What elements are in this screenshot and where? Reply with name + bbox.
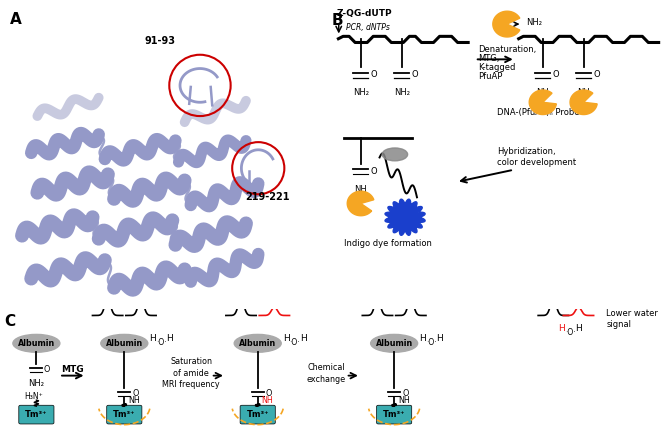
Text: Z-QG-dUTP: Z-QG-dUTP (337, 10, 393, 18)
Polygon shape (385, 199, 425, 235)
Text: 219-221: 219-221 (245, 192, 289, 202)
Text: Tm³⁺: Tm³⁺ (246, 410, 269, 419)
Polygon shape (7, 131, 53, 269)
Text: Albumin: Albumin (376, 339, 413, 348)
Text: NH: NH (261, 396, 273, 405)
Polygon shape (570, 90, 597, 114)
Text: NH: NH (536, 88, 549, 98)
Text: DNA-(PfuAP)ₙ Probe: DNA-(PfuAP)ₙ Probe (497, 108, 580, 117)
Text: NH: NH (398, 396, 410, 405)
Text: Albumin: Albumin (105, 339, 143, 348)
Polygon shape (493, 11, 520, 37)
Text: Tm³⁺: Tm³⁺ (113, 410, 135, 419)
Text: A: A (10, 12, 21, 27)
Text: H: H (436, 334, 443, 343)
Text: color development: color development (497, 158, 576, 167)
Text: H: H (575, 324, 582, 333)
Text: NH₂: NH₂ (526, 18, 542, 27)
Ellipse shape (371, 334, 418, 352)
Text: H: H (166, 334, 173, 343)
Text: MTG,: MTG, (478, 54, 500, 63)
Polygon shape (529, 90, 556, 114)
Text: Albumin: Albumin (239, 339, 276, 348)
Ellipse shape (382, 148, 408, 161)
Text: ·O·: ·O· (156, 338, 167, 347)
Text: 91-93: 91-93 (145, 36, 175, 46)
Text: O: O (370, 167, 377, 176)
Ellipse shape (234, 334, 281, 352)
Text: NH: NH (577, 88, 590, 98)
FancyBboxPatch shape (107, 405, 142, 424)
Text: NH₂: NH₂ (29, 379, 45, 389)
Text: ·O·: ·O· (565, 328, 576, 337)
Text: K-tagged: K-tagged (478, 63, 516, 72)
Text: O: O (402, 389, 408, 399)
Text: Saturation
of amide
MRI frequency: Saturation of amide MRI frequency (162, 357, 220, 389)
Text: Tm³⁺: Tm³⁺ (25, 410, 47, 419)
Text: H: H (299, 334, 307, 343)
Text: MTG: MTG (61, 364, 84, 374)
Text: O: O (593, 71, 600, 79)
Text: Albumin: Albumin (18, 339, 55, 348)
Text: NH₂: NH₂ (394, 88, 410, 98)
Text: PfuAP: PfuAP (478, 72, 502, 81)
Text: H: H (558, 324, 565, 333)
Text: Lower water
signal: Lower water signal (606, 309, 658, 329)
Polygon shape (348, 191, 374, 215)
Ellipse shape (13, 334, 60, 352)
Text: ·O·: ·O· (289, 338, 300, 347)
Text: Chemical
exchange: Chemical exchange (306, 363, 346, 384)
Text: ·O·: ·O· (426, 338, 436, 347)
Text: H: H (283, 334, 289, 343)
Text: H₃N⁺: H₃N⁺ (24, 392, 43, 401)
FancyBboxPatch shape (240, 405, 275, 424)
Text: H: H (149, 334, 156, 343)
Text: O: O (265, 389, 272, 399)
FancyBboxPatch shape (377, 405, 412, 424)
Text: Tm³⁺: Tm³⁺ (383, 410, 406, 419)
Text: PCR, dNTPs: PCR, dNTPs (346, 23, 390, 32)
Text: O: O (132, 389, 139, 399)
Text: O: O (552, 71, 559, 79)
Text: Hybridization,: Hybridization, (497, 148, 556, 156)
Ellipse shape (101, 334, 148, 352)
Text: H: H (420, 334, 426, 343)
Text: O: O (411, 71, 418, 79)
Text: NH: NH (354, 185, 368, 194)
FancyBboxPatch shape (19, 405, 54, 424)
Text: B: B (332, 13, 344, 28)
Text: Denaturation,: Denaturation, (478, 45, 536, 54)
Text: O: O (370, 71, 377, 79)
Text: O: O (44, 365, 50, 374)
Text: NH: NH (128, 396, 139, 405)
Text: C: C (5, 314, 15, 329)
Text: Indigo dye formation: Indigo dye formation (344, 240, 432, 248)
Text: NH₂: NH₂ (353, 88, 369, 98)
